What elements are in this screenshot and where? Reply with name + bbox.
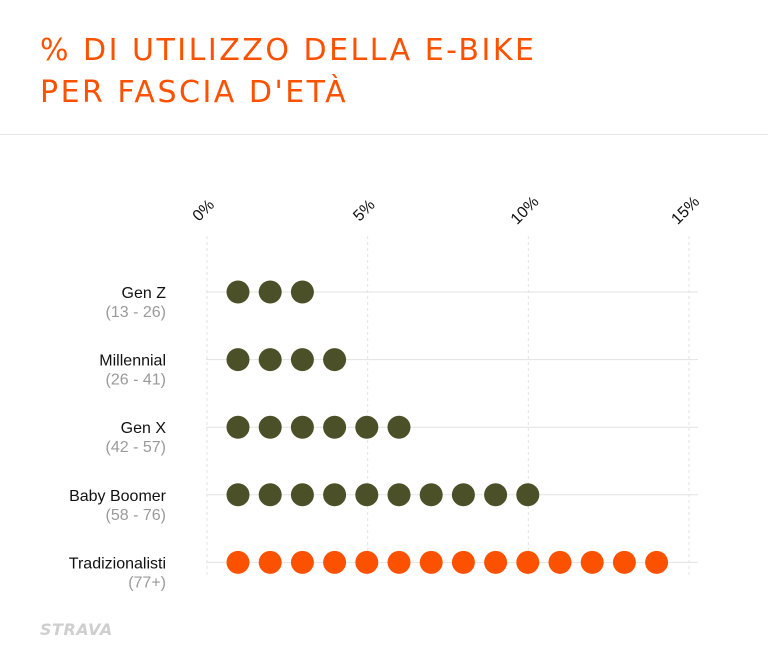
category-label: Gen X bbox=[121, 420, 167, 437]
data-dot bbox=[387, 483, 411, 507]
category-range-label: (26 - 41) bbox=[106, 372, 166, 389]
data-dot bbox=[290, 348, 314, 372]
data-dot bbox=[451, 550, 475, 574]
data-dot bbox=[484, 483, 508, 507]
data-dot bbox=[387, 415, 411, 439]
data-dot bbox=[355, 550, 379, 574]
data-dot bbox=[323, 550, 347, 574]
data-dot bbox=[290, 483, 314, 507]
x-tick-label: 5% bbox=[350, 197, 378, 225]
data-dot bbox=[484, 550, 508, 574]
data-dot bbox=[226, 483, 250, 507]
category-label: Millennial bbox=[99, 353, 166, 370]
data-dot bbox=[419, 550, 443, 574]
data-dot bbox=[323, 483, 347, 507]
strava-logo: STRAVA bbox=[40, 620, 113, 639]
data-dot bbox=[226, 550, 250, 574]
title-line-2: PER FASCIA D'ETÀ bbox=[40, 75, 349, 110]
title-line-1: % DI UTILIZZO DELLA E-BIKE bbox=[40, 33, 537, 68]
data-dot bbox=[451, 483, 475, 507]
data-dot bbox=[323, 415, 347, 439]
data-dot bbox=[419, 483, 443, 507]
data-dot bbox=[258, 415, 282, 439]
data-dot bbox=[290, 280, 314, 304]
x-tick-label: 0% bbox=[190, 197, 218, 225]
category-range-label: (58 - 76) bbox=[106, 507, 166, 524]
x-tick-label: 15% bbox=[668, 193, 703, 228]
chart-title: % DI UTILIZZO DELLA E-BIKE PER FASCIA D'… bbox=[40, 30, 740, 114]
category-range-label: (13 - 26) bbox=[106, 304, 166, 321]
data-dot bbox=[612, 550, 636, 574]
data-dot bbox=[580, 550, 604, 574]
data-dot bbox=[548, 550, 572, 574]
data-dot bbox=[258, 280, 282, 304]
data-dot bbox=[387, 550, 411, 574]
category-label: Tradizionalisti bbox=[69, 555, 166, 572]
category-range-label: (42 - 57) bbox=[106, 439, 166, 456]
data-dot bbox=[258, 348, 282, 372]
data-dot bbox=[226, 280, 250, 304]
data-dot bbox=[645, 550, 669, 574]
data-dot bbox=[516, 483, 540, 507]
data-dot bbox=[290, 550, 314, 574]
data-dot bbox=[290, 415, 314, 439]
data-dot bbox=[258, 550, 282, 574]
data-dot bbox=[323, 348, 347, 372]
data-dot bbox=[355, 415, 379, 439]
category-label: Baby Boomer bbox=[69, 488, 167, 505]
category-range-label: (77+) bbox=[128, 574, 166, 591]
data-dot bbox=[516, 550, 540, 574]
data-dot bbox=[355, 483, 379, 507]
category-label: Gen Z bbox=[122, 285, 167, 302]
data-dot bbox=[226, 348, 250, 372]
title-divider bbox=[0, 134, 768, 135]
data-dot bbox=[226, 415, 250, 439]
x-tick-label: 10% bbox=[508, 193, 543, 228]
data-dot bbox=[258, 483, 282, 507]
